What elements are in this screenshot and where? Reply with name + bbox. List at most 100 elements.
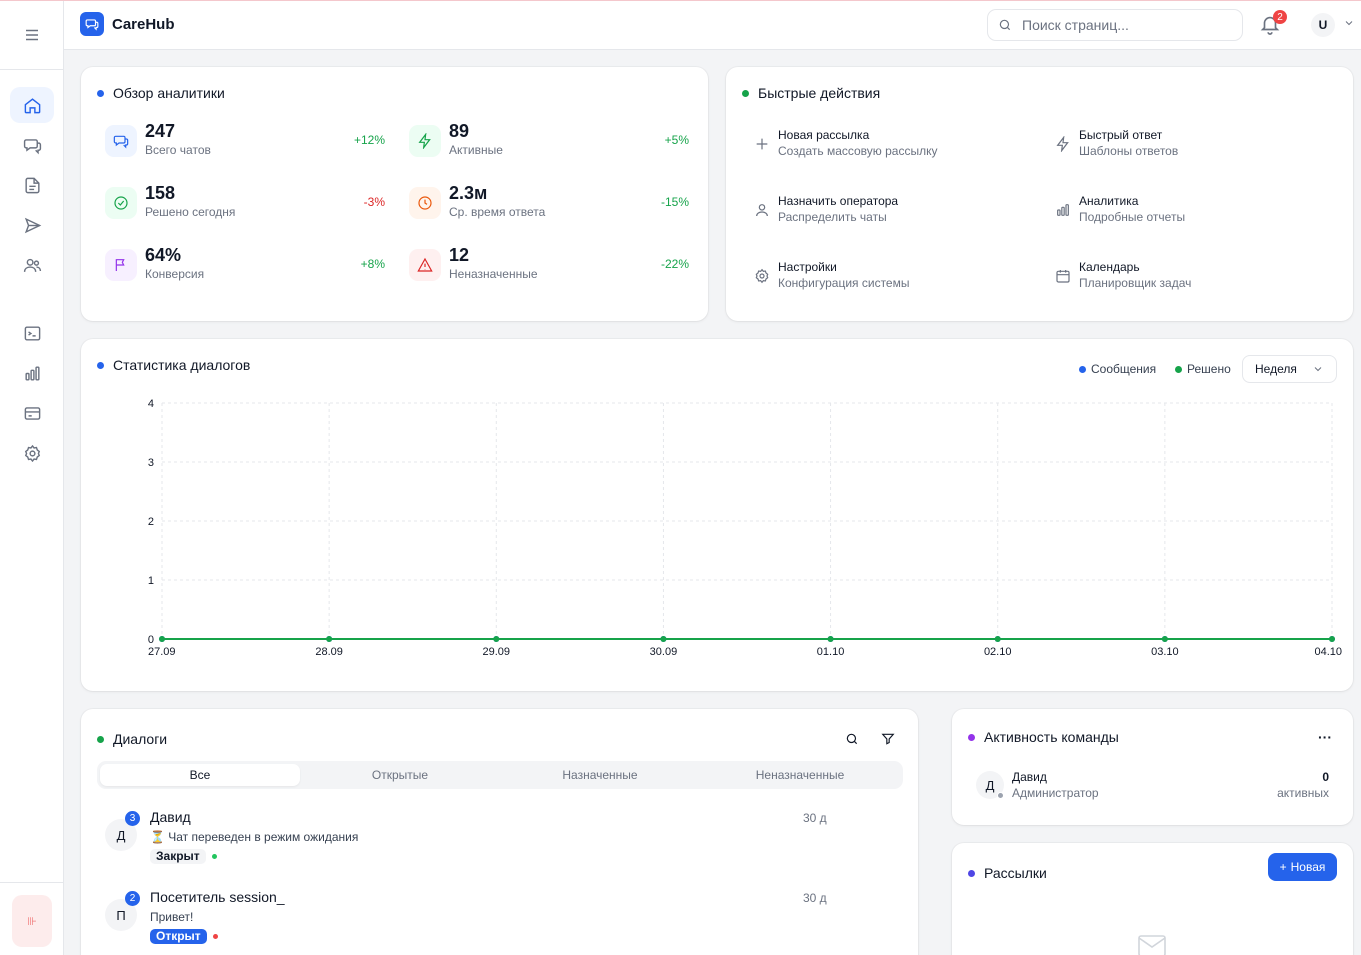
quick-action-4[interactable]: Аналитика Подробные отчеты xyxy=(1055,194,1335,230)
analytics-overview-card: Обзор аналитики 247 Всего чатов +12% 89 Акти… xyxy=(81,67,708,321)
x-tick-label: 29.09 xyxy=(483,646,511,658)
unread-badge: 2 xyxy=(125,891,140,906)
dialog-item[interactable]: П 2 Посетитель session_ Привет! Открыт 30 д xyxy=(105,889,835,955)
tab-all[interactable]: Все xyxy=(100,764,300,786)
series-2-point xyxy=(326,636,333,642)
quick-action-description: Конфигурация системы xyxy=(778,276,910,290)
tab-unassigned[interactable]: Неназначенные xyxy=(755,768,845,782)
dialog-item[interactable]: Д 3 Давид ⏳ Чат переведен в режим ожидания З… xyxy=(105,809,835,879)
legend-item-resolved: Решено xyxy=(1175,362,1231,376)
quick-action-1[interactable]: Новая рассылка Создать массовую рассылку xyxy=(754,128,1034,164)
line-chart: 0 1 2 3 4 27.09 28.09 29.09 30.09 01.10 02.10 03.10… xyxy=(148,398,1342,658)
sidebar-item-chats[interactable] xyxy=(10,127,54,163)
sidebar-item-billing[interactable] xyxy=(10,395,54,431)
brand[interactable]: CareHub xyxy=(80,12,175,36)
sidebar-item-terminal[interactable] xyxy=(10,315,54,351)
home-icon xyxy=(24,97,40,113)
series-2-point xyxy=(827,636,834,642)
filter-button[interactable] xyxy=(877,728,899,750)
card-title: Быстрые действия xyxy=(742,85,880,101)
dialogs-card: Диалоги Все Открытые Назначенные Неназна… xyxy=(81,709,918,955)
dialog-last-message: Привет! xyxy=(150,910,194,924)
dialog-last-message: ⏳ Чат переведен в режим ожидания xyxy=(150,830,359,844)
sidebar-collapse-button[interactable]: ⊪ xyxy=(12,895,52,947)
chevron-down-icon xyxy=(1314,367,1322,372)
series-2-point xyxy=(660,636,667,642)
more-options-button[interactable]: ··· xyxy=(1318,729,1332,745)
sidebar-header xyxy=(0,1,63,70)
top-header: CareHub 2 U xyxy=(64,1,1361,50)
quick-action-description: Подробные отчеты xyxy=(1079,210,1186,224)
card-title: Рассылки xyxy=(968,865,1047,881)
app-name: CareHub xyxy=(112,15,175,33)
series-2-point xyxy=(159,636,165,642)
stat-value: 64% xyxy=(145,245,182,265)
sidebar-item-analytics[interactable] xyxy=(10,355,54,391)
tab-assigned[interactable]: Назначенные xyxy=(562,768,638,782)
terminal-icon xyxy=(24,325,40,341)
sidebar-item-home[interactable] xyxy=(10,87,54,123)
series-2-point xyxy=(1161,636,1168,642)
title-dot xyxy=(97,361,104,369)
quick-action-description: Распределить чаты xyxy=(778,210,887,224)
sidebar-item-documents[interactable] xyxy=(10,167,54,203)
broadcasts-card: Рассылки + Новая xyxy=(952,843,1353,955)
y-tick-label: 0 xyxy=(148,634,154,646)
lightning-icon xyxy=(409,125,441,157)
stat-label: Решено сегодня xyxy=(145,205,236,219)
search-box[interactable] xyxy=(987,9,1243,41)
quick-action-title: Аналитика xyxy=(1079,194,1139,208)
quick-action-6[interactable]: Календарь Планировщик задач xyxy=(1055,260,1335,296)
chevron-down-icon[interactable] xyxy=(1343,17,1355,32)
dialog-time: 30 д xyxy=(803,811,827,825)
dialog-time: 30 д xyxy=(803,891,827,905)
dialog-stats-card: Статистика диалогов Сообщения Решено Нед… xyxy=(81,339,1353,691)
search-input[interactable] xyxy=(1022,17,1222,33)
sidebar-item-settings[interactable] xyxy=(10,435,54,471)
status-badge: Открыт xyxy=(150,929,207,944)
quick-action-3[interactable]: Назначить оператора Распределить чаты xyxy=(754,194,1034,230)
chat-icon xyxy=(105,125,137,157)
period-select[interactable]: Неделя xyxy=(1242,355,1337,383)
calendar-icon xyxy=(1055,268,1071,284)
new-broadcast-button[interactable]: + Новая xyxy=(1268,853,1337,881)
stat-delta: +5% xyxy=(664,133,689,147)
filter-icon xyxy=(881,733,895,745)
tab-open[interactable]: Открытые xyxy=(371,768,429,782)
plus-icon: + xyxy=(1279,860,1287,874)
collapse-icon: ⊪ xyxy=(27,915,37,928)
y-tick-label: 3 xyxy=(148,457,154,469)
bar-chart-icon xyxy=(24,365,40,381)
title-dot xyxy=(968,869,975,877)
stat-label: Активные xyxy=(449,143,503,157)
stat-tile: 2.3м Ср. время ответа -15% xyxy=(409,183,689,223)
sidebar: ⊪ xyxy=(0,1,64,955)
series-2-point xyxy=(994,636,1001,642)
card-title: Активность команды xyxy=(968,729,1119,745)
quick-action-5[interactable]: Настройки Конфигурация системы xyxy=(754,260,1034,296)
notifications-button[interactable] xyxy=(1259,12,1283,38)
user-avatar[interactable]: U xyxy=(1311,13,1335,37)
menu-icon[interactable] xyxy=(23,26,41,44)
active-count: 0 xyxy=(1322,770,1329,784)
quick-action-2[interactable]: Быстрый ответ Шаблоны ответов xyxy=(1055,128,1335,164)
status-dot xyxy=(212,934,218,939)
sidebar-item-broadcasts[interactable] xyxy=(10,207,54,243)
chats-icon xyxy=(23,138,41,154)
status-badge: Закрыт xyxy=(150,849,206,864)
stat-label: Неназначенные xyxy=(449,267,538,281)
top-accent-line xyxy=(0,0,1361,1)
stat-value: 2.3м xyxy=(449,183,488,203)
dialog-status: Открыт xyxy=(150,929,218,944)
mail-icon xyxy=(1138,935,1166,955)
sidebar-item-users[interactable] xyxy=(10,247,54,283)
search-button[interactable] xyxy=(841,728,863,750)
title-dot xyxy=(968,733,975,741)
stat-delta: +12% xyxy=(353,133,385,147)
clock-icon xyxy=(409,187,441,219)
search-icon xyxy=(846,733,858,745)
stat-label: Конверсия xyxy=(145,267,205,281)
title-dot xyxy=(97,735,104,743)
check-circle-icon xyxy=(105,187,137,219)
stat-tile: 89 Активные +5% xyxy=(409,121,689,161)
